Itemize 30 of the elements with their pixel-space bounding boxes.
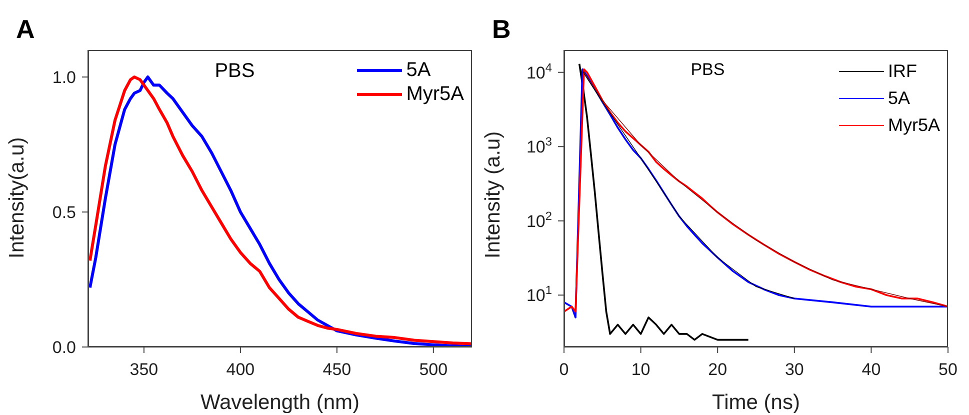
x-tick-label: 30 bbox=[784, 360, 804, 379]
y-tick-label: 1.0 bbox=[52, 68, 76, 87]
legend-label: Myr5A bbox=[888, 115, 940, 136]
chart-title: B bbox=[492, 14, 511, 45]
legend-label: IRF bbox=[888, 61, 917, 82]
x-tick-label: 350 bbox=[130, 360, 158, 379]
y-tick-label: 10$^{4}$ bbox=[526, 60, 552, 82]
y-tick-label: 10$^{3}$ bbox=[526, 134, 552, 157]
x-tick-label: 400 bbox=[226, 360, 255, 379]
x-tick-label: 500 bbox=[419, 360, 448, 379]
x-axis-title: Time (ns) bbox=[712, 391, 800, 414]
chart-title: A bbox=[16, 14, 35, 45]
legend-label: 5A bbox=[406, 58, 431, 82]
x-tick-label: 20 bbox=[708, 360, 728, 379]
y-tick-label: 10$^{2}$ bbox=[526, 208, 552, 231]
legend-label: 5A bbox=[888, 88, 910, 109]
annotation: PBS bbox=[214, 60, 255, 83]
y-axis-title: Intensity (a.u) bbox=[481, 131, 504, 258]
annotation: PBS bbox=[690, 60, 725, 80]
x-tick-label: 450 bbox=[322, 360, 352, 379]
y-tick-label: 0.5 bbox=[52, 203, 76, 222]
y-axis-title: Intensity(a.u) bbox=[5, 137, 28, 258]
x-tick-label: 0 bbox=[559, 360, 569, 379]
legend-label: Myr5A bbox=[406, 82, 464, 106]
y-tick-label: 10$^{1}$ bbox=[526, 283, 552, 306]
y-tick-label: 0.0 bbox=[52, 338, 76, 357]
x-axis-title: Wavelength (nm) bbox=[200, 391, 360, 414]
x-tick-label: 40 bbox=[862, 360, 881, 379]
x-tick-label: 10 bbox=[631, 360, 650, 379]
x-tick-label: 50 bbox=[938, 360, 958, 379]
